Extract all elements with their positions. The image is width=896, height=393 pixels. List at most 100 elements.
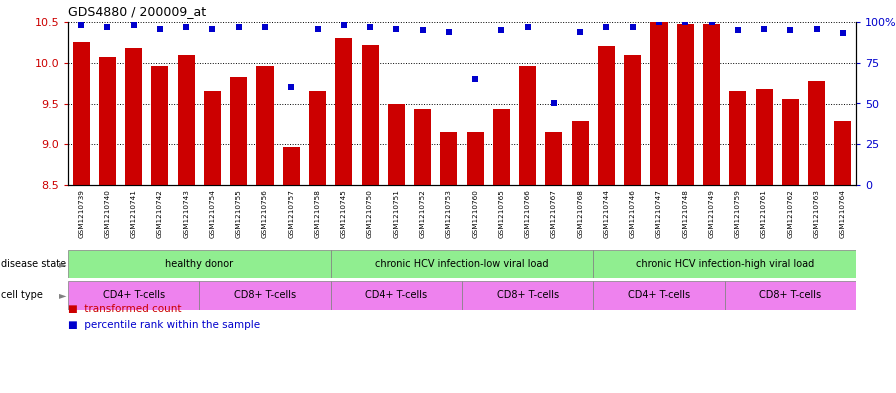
Text: ■  transformed count: ■ transformed count — [68, 304, 182, 314]
Point — [625, 24, 640, 30]
Point — [337, 22, 351, 28]
Point — [651, 19, 666, 25]
Text: GSM1210746: GSM1210746 — [630, 189, 636, 238]
Point — [179, 24, 194, 30]
Point — [783, 27, 797, 33]
Point — [258, 24, 272, 30]
Point — [836, 30, 850, 37]
Point — [730, 27, 745, 33]
Text: GSM1210767: GSM1210767 — [551, 189, 557, 238]
Text: chronic HCV infection-low viral load: chronic HCV infection-low viral load — [375, 259, 548, 269]
Bar — [283, 147, 300, 185]
Text: GSM1210748: GSM1210748 — [682, 189, 688, 238]
Text: ►: ► — [59, 290, 66, 301]
Text: CD4+ T-cells: CD4+ T-cells — [103, 290, 165, 301]
Bar — [676, 24, 694, 185]
Text: GDS4880 / 200009_at: GDS4880 / 200009_at — [68, 5, 206, 18]
Bar — [593, 281, 725, 310]
Bar — [440, 132, 457, 185]
Bar — [256, 66, 273, 185]
Bar — [834, 121, 851, 185]
Text: GSM1210739: GSM1210739 — [78, 189, 84, 238]
Text: CD4+ T-cells: CD4+ T-cells — [366, 290, 427, 301]
Bar — [68, 281, 199, 310]
Point — [152, 26, 167, 32]
Bar — [335, 38, 352, 185]
Bar — [462, 281, 593, 310]
Bar — [546, 132, 563, 185]
Point — [757, 26, 771, 32]
Bar — [598, 46, 615, 185]
Bar — [125, 48, 142, 185]
Point — [678, 19, 693, 25]
Point — [74, 22, 89, 28]
Text: GSM1210759: GSM1210759 — [735, 189, 741, 238]
Point — [126, 22, 141, 28]
Text: GSM1210765: GSM1210765 — [498, 189, 504, 238]
Text: GSM1210766: GSM1210766 — [525, 189, 530, 238]
Text: CD8+ T-cells: CD8+ T-cells — [496, 290, 559, 301]
Point — [547, 100, 561, 107]
Point — [205, 26, 220, 32]
Text: CD4+ T-cells: CD4+ T-cells — [628, 290, 690, 301]
Bar — [650, 22, 668, 185]
Text: GSM1210745: GSM1210745 — [340, 189, 347, 238]
Bar — [755, 89, 772, 185]
Text: GSM1210747: GSM1210747 — [656, 189, 662, 238]
Text: GSM1210744: GSM1210744 — [604, 189, 609, 238]
Bar — [519, 66, 536, 185]
Point — [363, 24, 377, 30]
Bar — [331, 250, 593, 278]
Text: GSM1210743: GSM1210743 — [183, 189, 189, 238]
Text: healthy donor: healthy donor — [165, 259, 233, 269]
Bar — [151, 66, 168, 185]
Bar — [199, 281, 331, 310]
Point — [468, 76, 482, 82]
Text: GSM1210758: GSM1210758 — [314, 189, 321, 238]
Text: GSM1210751: GSM1210751 — [393, 189, 400, 238]
Point — [310, 26, 324, 32]
Bar — [204, 91, 221, 185]
Point — [284, 84, 298, 90]
Text: chronic HCV infection-high viral load: chronic HCV infection-high viral load — [635, 259, 814, 269]
Bar — [73, 42, 90, 185]
Bar — [177, 55, 194, 185]
Text: GSM1210755: GSM1210755 — [236, 189, 242, 238]
Text: GSM1210754: GSM1210754 — [210, 189, 215, 238]
Bar — [68, 250, 331, 278]
Text: GSM1210752: GSM1210752 — [419, 189, 426, 238]
Bar — [808, 81, 825, 185]
Point — [521, 24, 535, 30]
Bar — [467, 132, 484, 185]
Text: GSM1210753: GSM1210753 — [446, 189, 452, 238]
Text: GSM1210740: GSM1210740 — [105, 189, 110, 238]
Bar — [493, 109, 510, 185]
Text: cell type: cell type — [1, 290, 43, 301]
Bar — [361, 45, 379, 185]
Text: GSM1210742: GSM1210742 — [157, 189, 163, 238]
Text: GSM1210763: GSM1210763 — [814, 189, 820, 238]
Text: ►: ► — [59, 259, 66, 269]
Text: GSM1210762: GSM1210762 — [788, 189, 793, 238]
Bar — [572, 121, 589, 185]
Text: CD8+ T-cells: CD8+ T-cells — [759, 290, 822, 301]
Text: CD8+ T-cells: CD8+ T-cells — [234, 290, 296, 301]
Text: GSM1210764: GSM1210764 — [840, 189, 846, 238]
Point — [389, 26, 403, 32]
Point — [416, 27, 430, 33]
Bar — [625, 55, 642, 185]
Point — [599, 24, 614, 30]
Bar — [593, 250, 856, 278]
Bar — [729, 91, 746, 185]
Bar — [331, 281, 462, 310]
Text: ■  percentile rank within the sample: ■ percentile rank within the sample — [68, 320, 260, 330]
Text: GSM1210741: GSM1210741 — [131, 189, 137, 238]
Bar — [309, 91, 326, 185]
Text: disease state: disease state — [1, 259, 66, 269]
Point — [442, 29, 456, 35]
Point — [809, 26, 823, 32]
Bar — [703, 24, 720, 185]
Point — [573, 29, 588, 35]
Text: GSM1210750: GSM1210750 — [367, 189, 373, 238]
Bar — [782, 99, 799, 185]
